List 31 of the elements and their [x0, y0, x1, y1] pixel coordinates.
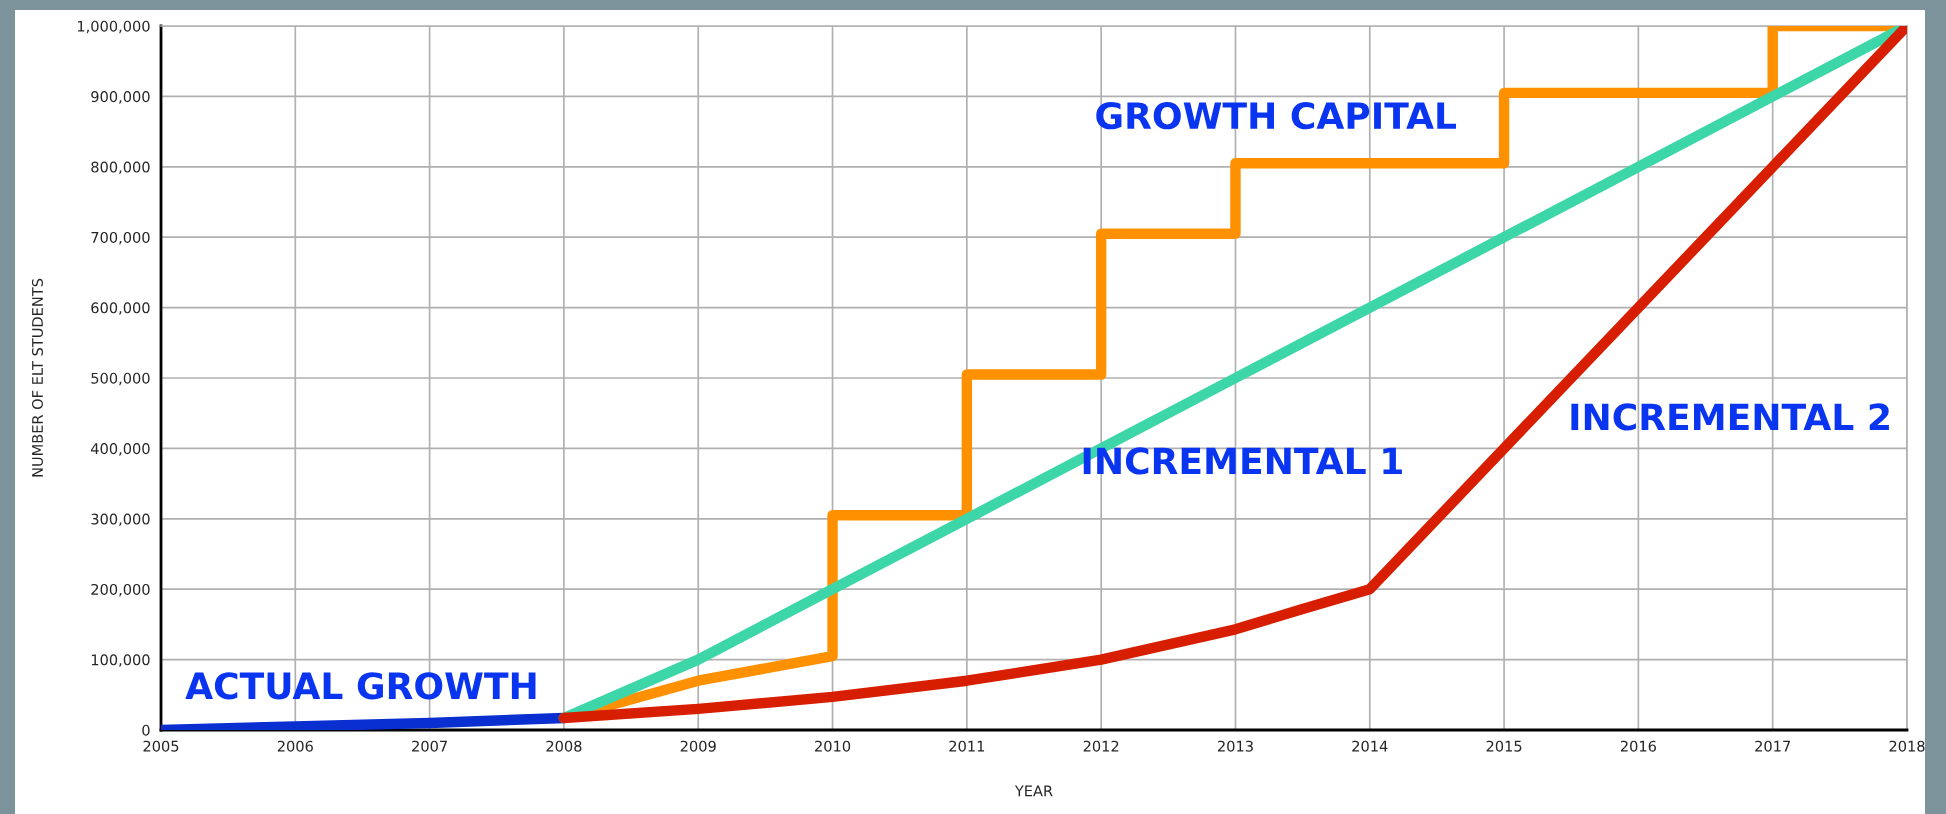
- y-tick-label: 400,000: [90, 443, 150, 456]
- x-tick-label: 2009: [680, 740, 716, 752]
- y-tick-label: 200,000: [91, 583, 150, 597]
- x-tick-label: 2005: [143, 740, 179, 752]
- x-tick-label: 2013: [1217, 740, 1253, 752]
- x-tick-label: 2016: [1620, 740, 1657, 752]
- y-tick-label: 300,000: [91, 513, 150, 527]
- x-tick-label: 2006: [277, 740, 313, 752]
- x-tick-label: 2015: [1486, 740, 1522, 752]
- x-tick-label: 2012: [1083, 740, 1119, 752]
- y-tick-label: 900,000: [91, 91, 150, 104]
- x-tick-label: 2018: [1889, 740, 1925, 752]
- x-axis-title: YEAR: [1014, 785, 1053, 797]
- series-label: INCREMENTAL 2: [1571, 403, 1889, 431]
- y-tick-label: 800,000: [91, 161, 150, 175]
- x-tick-label: 2014: [1352, 740, 1388, 752]
- x-tick-label: 2008: [546, 740, 582, 752]
- y-tick-label: 1,000,000: [77, 20, 150, 34]
- y-tick-label: 500,000: [91, 372, 150, 386]
- y-tick-label: 700,000: [91, 231, 150, 245]
- series-label: GROWTH CAPITAL: [1096, 102, 1457, 130]
- x-tick-label: 2017: [1755, 740, 1790, 752]
- y-axis-title: NUMBER OF ELT STUDENTS: [31, 278, 43, 477]
- series-label: INCREMENTAL 1: [1083, 447, 1402, 475]
- x-tick-label: 2007: [412, 740, 447, 752]
- y-tick-label: 0: [142, 724, 150, 736]
- y-tick-label: 100,000: [91, 654, 150, 667]
- x-tick-label: 2011: [949, 740, 985, 752]
- x-tick-label: 2010: [815, 740, 851, 752]
- series-label: ACTUAL GROWTH: [185, 672, 536, 700]
- y-tick-label: 600,000: [91, 302, 150, 315]
